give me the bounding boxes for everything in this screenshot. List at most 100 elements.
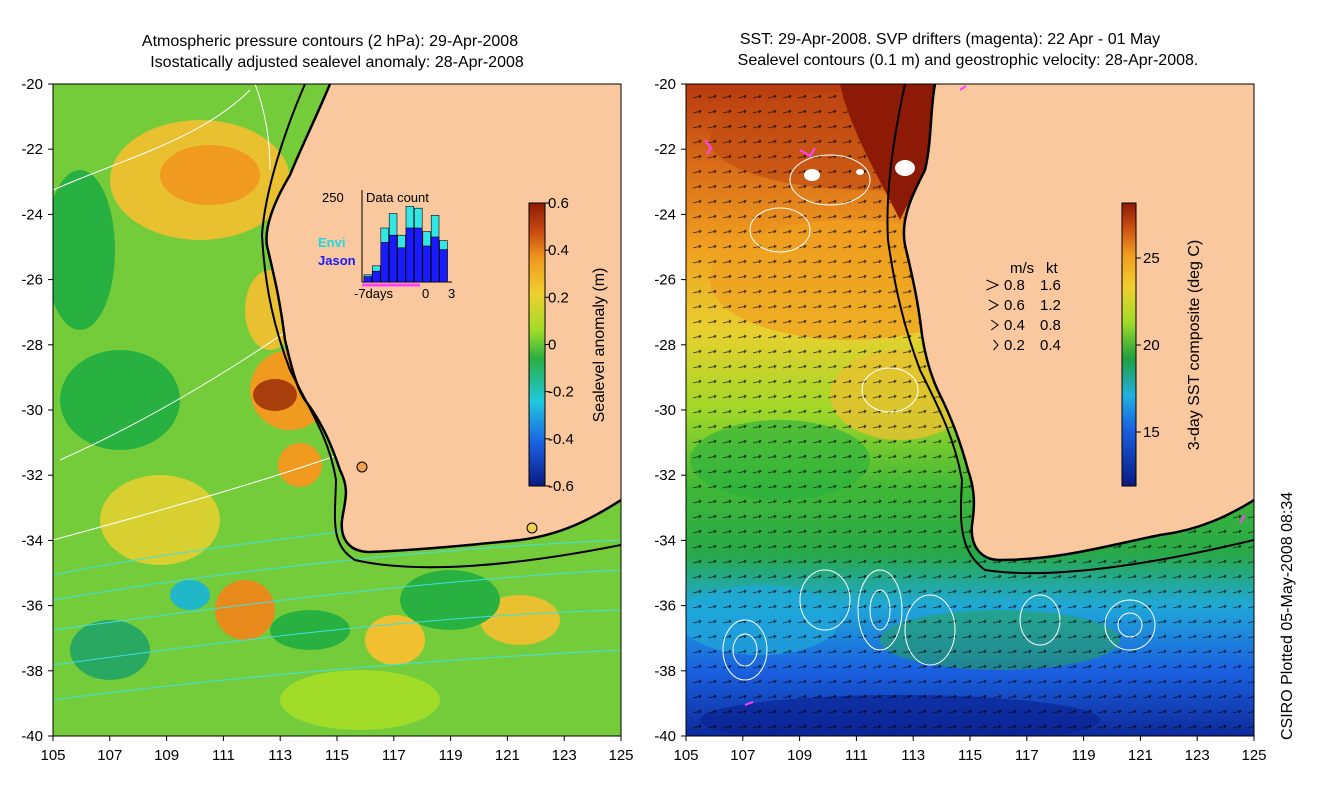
sla-colorbar: 0.6 0.4 0.2 0 -0.2 -0.4 -0.6 Sealevel anomaly … <box>528 195 608 495</box>
cloud-mask <box>804 160 915 181</box>
right-lon-label: 121 <box>1128 747 1153 764</box>
velocity-legend-arrow <box>993 339 999 351</box>
left-lat-label: -32 <box>21 467 43 484</box>
velocity-legend-ms: 0.8 <box>1004 277 1025 294</box>
inset-bar-jason <box>363 276 373 283</box>
right-lon-label: 115 <box>958 747 982 764</box>
right-lat-label: -38 <box>654 663 676 680</box>
right-lon-label: 119 <box>1072 747 1096 764</box>
sla-colorbar-tick-label: 0.6 <box>548 195 569 212</box>
coastline <box>265 84 621 554</box>
inset-bar-jason <box>422 245 431 283</box>
right-lon-label: 105 <box>673 747 698 764</box>
sla-colorbar-tick-label: 0.4 <box>548 242 569 259</box>
left-lat-label: -34 <box>21 532 43 549</box>
left-lon-label: 109 <box>154 747 179 764</box>
sla-colorbar-tick-label: 0.2 <box>548 289 569 306</box>
velocity-legend-ms: 0.4 <box>1004 317 1025 334</box>
left-lon-label: 107 <box>97 747 122 764</box>
velocity-legend-header-kt: kt <box>1046 260 1059 277</box>
left-lon-axis: 105 107 109 111 113 115 117 119 121 123 125 <box>40 736 634 764</box>
inset-bar-jason <box>380 242 389 283</box>
velocity-legend-ms: 0.2 <box>1004 337 1025 354</box>
shelf-isobath <box>260 84 621 569</box>
sst-colorbar: 25 20 15 3-day SST composite (deg C) <box>1121 202 1203 487</box>
inset-bar-jason <box>430 236 440 283</box>
velocity-legend-kt: 1.6 <box>1040 277 1061 294</box>
right-lon-label: 107 <box>730 747 755 764</box>
sst-colorbar-label: 3-day SST composite (deg C) <box>1186 240 1203 450</box>
inset-bar-jason <box>397 247 406 283</box>
velocity-legend: m/s kt 0.8 1.6 0.6 1.2 0.4 0.8 0.2 0.4 <box>986 260 1061 354</box>
inset-legend-jason: Jason <box>318 253 356 268</box>
left-lon-label: 113 <box>268 747 292 764</box>
inset-bar-jason <box>405 227 415 283</box>
left-lat-label: -40 <box>21 728 43 745</box>
right-lon-label: 125 <box>1241 747 1266 764</box>
inset-bars <box>363 206 448 283</box>
inset-ymax: 250 <box>322 190 344 205</box>
velocity-legend-arrow <box>986 279 1000 291</box>
inset-title: Data count <box>366 190 429 205</box>
left-lon-label: 121 <box>495 747 520 764</box>
inset-bar-jason <box>388 234 398 283</box>
left-lat-label: -24 <box>21 206 43 223</box>
left-lon-label: 125 <box>608 747 633 764</box>
inset-legend-envi: Envi <box>318 235 345 250</box>
left-lat-label: -36 <box>21 598 43 615</box>
right-lon-label: 109 <box>787 747 812 764</box>
right-title-line2: Sealevel contours (0.1 m) and geostrophi… <box>738 52 1199 69</box>
right-title-line1: SST: 29-Apr-2008. SVP drifters (magenta)… <box>740 31 1160 48</box>
velocity-legend-header-ms: m/s <box>1010 260 1034 277</box>
sst-colorbar-tick-label: 15 <box>1143 424 1160 441</box>
data-count-inset: 250 Data count Envi Jason -7days 0 3 <box>318 190 455 301</box>
sla-colorbar-tick-label: 0 <box>548 337 556 354</box>
inset-xlabel-zero: 0 <box>422 286 429 301</box>
left-lat-axis: -20 -22 -24 -26 -28 -30 -32 -34 -36 -38 -40 <box>21 76 53 745</box>
right-lon-label: 111 <box>845 747 868 764</box>
station-marker <box>356 461 368 473</box>
inset-xlabel-end: 3 <box>448 286 455 301</box>
coastline <box>902 84 1254 562</box>
right-lat-label: -36 <box>654 598 676 615</box>
right-lat-label: -22 <box>654 141 676 158</box>
right-lat-label: -20 <box>654 76 676 93</box>
sla-anomaly-blobs <box>53 120 560 730</box>
right-lat-label: -28 <box>654 337 676 354</box>
right-lat-label: -34 <box>654 532 676 549</box>
land-mass <box>903 84 1254 560</box>
right-lon-label: 117 <box>1015 747 1039 764</box>
sla-colorbar-tick-label: -0.2 <box>548 384 574 401</box>
sla-colorbar-label: Sealevel anomaly (m) <box>591 268 608 423</box>
left-lat-label: -20 <box>21 76 43 93</box>
velocity-legend-kt: 0.4 <box>1040 337 1061 354</box>
sla-colorbar-gradient <box>528 202 546 487</box>
velocity-legend-arrow <box>990 319 999 331</box>
right-lon-label: 123 <box>1185 747 1210 764</box>
right-lon-axis: 105 107 109 111 113 115 117 119 121 123 125 <box>673 736 1267 764</box>
inset-bar-jason <box>372 270 381 283</box>
right-lat-label: -24 <box>654 206 676 223</box>
right-lon-label: 113 <box>901 747 925 764</box>
left-title-line1: Atmospheric pressure contours (2 hPa): 2… <box>142 33 518 50</box>
left-lon-label: 111 <box>212 747 235 764</box>
left-lat-label: -28 <box>21 337 43 354</box>
left-lon-label: 105 <box>40 747 65 764</box>
left-title-line2: Isostatically adjusted sealevel anomaly:… <box>150 54 524 71</box>
velocity-legend-ms: 0.6 <box>1004 297 1025 314</box>
warm-coastal-band <box>840 84 935 220</box>
right-lat-axis: -20 -22 -24 -26 -28 -30 -32 -34 -36 -38 -40 <box>654 76 686 745</box>
sst-colorbar-tick-label: 25 <box>1143 250 1160 267</box>
left-lat-label: -30 <box>21 402 43 419</box>
right-map <box>686 84 1254 736</box>
velocity-legend-arrow <box>988 299 1000 311</box>
svp-drifter-tracks <box>704 85 1246 706</box>
right-lat-label: -30 <box>654 402 676 419</box>
sla-colorbar-tick-label: -0.6 <box>548 478 574 495</box>
left-lat-label: -38 <box>21 663 43 680</box>
left-lat-label: -26 <box>21 272 43 289</box>
right-lat-label: -40 <box>654 728 676 745</box>
sst-colorbar-tick-label: 20 <box>1143 337 1160 354</box>
